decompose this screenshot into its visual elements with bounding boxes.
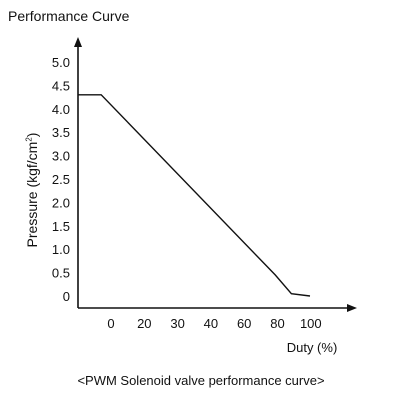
x-tick-label: 0 (107, 316, 114, 331)
y-tick-label: 2.0 (52, 195, 70, 210)
y-tick-label: 0.5 (52, 266, 70, 281)
x-tick-label: 40 (204, 316, 218, 331)
x-tick-label: 80 (270, 316, 284, 331)
figure-caption: <PWM Solenoid valve performance curve> (77, 373, 325, 388)
x-axis-label: Duty (%) (287, 340, 338, 355)
x-tick-label: 20 (137, 316, 151, 331)
x-tick-label: 100 (300, 316, 322, 331)
y-tick-label: 1.5 (52, 219, 70, 234)
y-tick-label: 2.5 (52, 172, 70, 187)
y-tick-label: 1.0 (52, 242, 70, 257)
x-tick-label: 60 (237, 316, 251, 331)
y-tick-label: 5.0 (52, 55, 70, 70)
y-tick-label: 3.5 (52, 125, 70, 140)
pressure-curve-line (78, 94, 311, 297)
y-tick-label: 4.5 (52, 78, 70, 93)
y-tick-label: 4.0 (52, 102, 70, 117)
y-tick-label: 3.0 (52, 149, 70, 164)
chart-title: Performance Curve (8, 8, 130, 24)
y-tick-label: 0 (63, 289, 70, 304)
x-tick-label: 30 (170, 316, 184, 331)
